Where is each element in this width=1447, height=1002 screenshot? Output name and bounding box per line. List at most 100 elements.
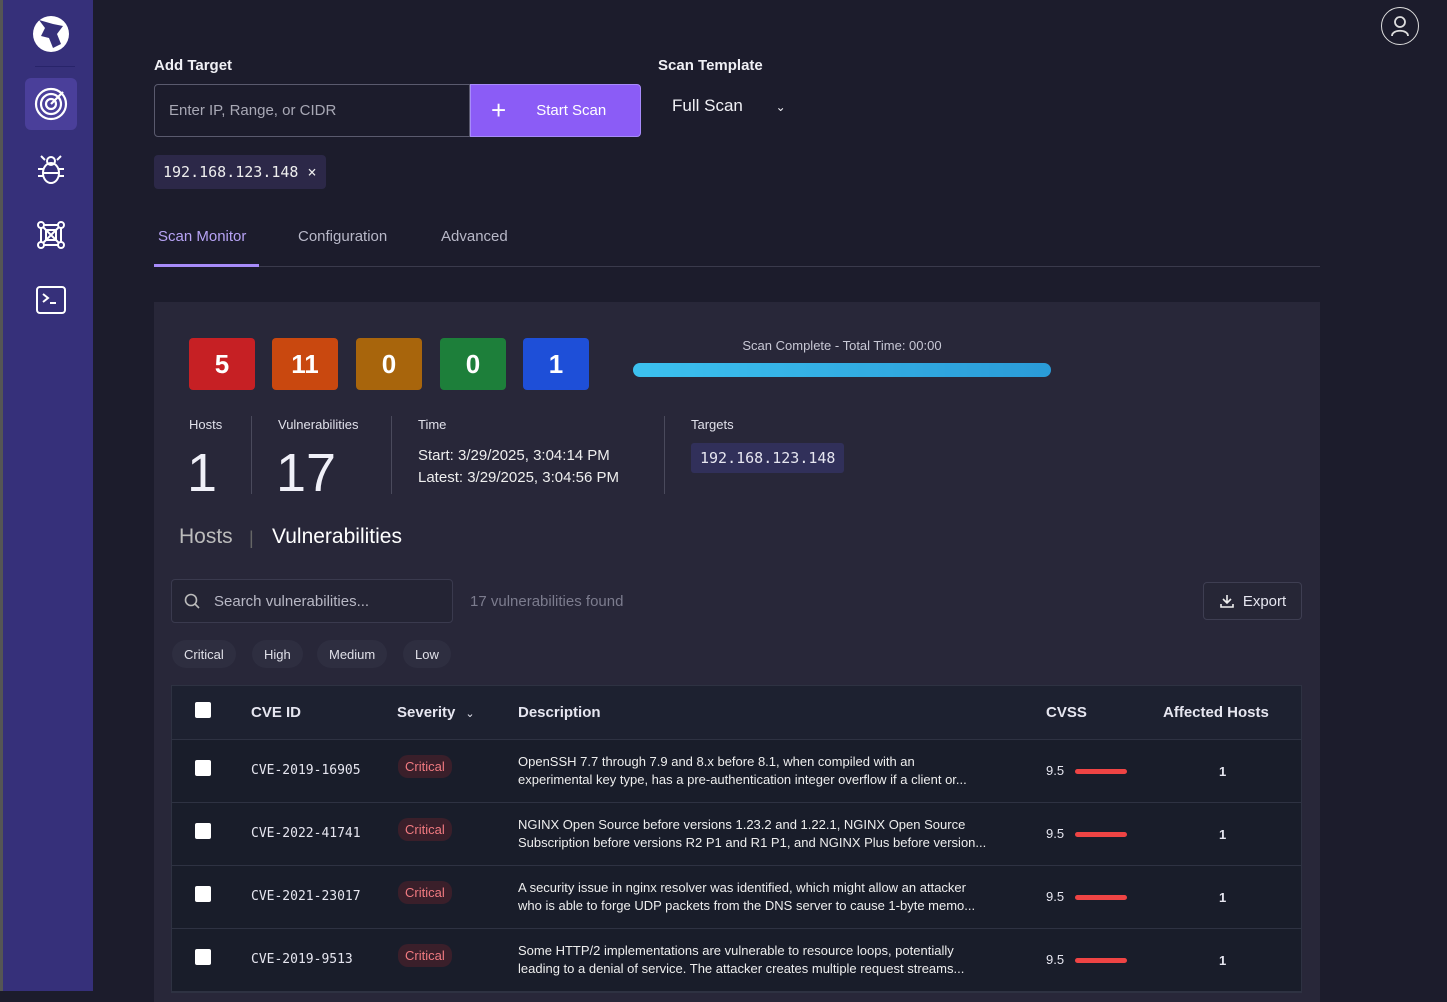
severity-label: Critical (398, 755, 452, 778)
severity-badge: Critical (398, 818, 452, 841)
affected-hosts: 1 (1219, 827, 1227, 842)
cve-id[interactable]: CVE-2019-9513 (251, 952, 353, 967)
description-line: leading to a denial of service. The atta… (518, 961, 965, 976)
start-time: Start: 3/29/2025, 3:04:14 PM (418, 447, 610, 464)
header-severity[interactable]: Severity ⌄ (397, 704, 475, 721)
cvss-score: 9.5 (1046, 889, 1065, 904)
target-chip: 192.168.123.148 (691, 443, 845, 473)
filter-high[interactable]: High (252, 640, 303, 668)
subtab-hosts[interactable]: Hosts (179, 525, 233, 548)
table-row[interactable]: CVE-2019-16905 Critical OpenSSH 7.7 thro… (172, 740, 1301, 803)
tab-scan-monitor[interactable]: Scan Monitor (158, 228, 247, 245)
tab-configuration[interactable]: Configuration (298, 228, 388, 245)
add-target-label: Add Target (154, 57, 233, 74)
filter-medium[interactable]: Medium (317, 640, 388, 668)
description: Some HTTP/2 implementations are vulnerab… (518, 942, 1018, 978)
description: OpenSSH 7.7 through 7.9 and 8.x before 8… (518, 753, 1018, 789)
cvss-bar (1075, 832, 1127, 837)
header-cve-id[interactable]: CVE ID (251, 704, 302, 721)
row-checkbox[interactable] (195, 823, 211, 839)
wolf-logo-icon[interactable] (25, 8, 77, 60)
network-icon[interactable] (25, 209, 77, 261)
vulns-label: Vulnerabilities (278, 417, 359, 432)
row-checkbox[interactable] (195, 760, 211, 776)
description-line: Some HTTP/2 implementations are vulnerab… (518, 943, 954, 958)
start-scan-button[interactable]: + Start Scan (470, 84, 641, 137)
tab-advanced[interactable]: Advanced (441, 228, 508, 245)
table-row[interactable]: CVE-2021-23017 Critical A security issue… (172, 866, 1301, 929)
low-count: 0 (440, 338, 506, 390)
search-placeholder: Search vulnerabilities... (214, 592, 370, 610)
severity-badge: Critical (398, 755, 452, 778)
target-chip-label: 192.168.123.148 (163, 163, 299, 181)
header-cvss[interactable]: CVSS (1046, 704, 1087, 721)
plus-icon: + (491, 95, 507, 125)
tab-bar: Scan Monitor Configuration Advanced (154, 226, 1320, 267)
progress-label: Scan Complete - Total Time: 00:00 (742, 338, 942, 353)
chevron-down-icon: ⌄ (465, 708, 475, 720)
header-description[interactable]: Description (518, 704, 601, 721)
active-tab-indicator (154, 264, 259, 267)
subtab-vulnerabilities[interactable]: Vulnerabilities (272, 525, 402, 548)
description-line: OpenSSH 7.7 through 7.9 and 8.x before 8… (518, 754, 915, 769)
cvss-score: 9.5 (1046, 952, 1065, 967)
description-line: NGINX Open Source before versions 1.23.2… (518, 817, 966, 832)
table-row[interactable]: CVE-2019-9513 Critical Some HTTP/2 imple… (172, 929, 1301, 992)
user-icon[interactable] (1381, 7, 1419, 45)
severity-badge: Critical (398, 881, 452, 904)
row-checkbox[interactable] (195, 949, 211, 965)
divider (251, 416, 252, 494)
hosts-label: Hosts (189, 417, 223, 432)
severity-label: Critical (398, 881, 452, 904)
high-count: 11 (272, 338, 338, 390)
filter-critical[interactable]: Critical (172, 640, 236, 668)
description-line: who is able to forge UDP packets from th… (518, 898, 976, 913)
description-line: Subscription before versions R2 P1 and R… (518, 835, 987, 850)
critical-count: 5 (189, 338, 255, 390)
progress-bar (633, 363, 1051, 377)
terminal-icon[interactable] (25, 274, 77, 326)
radar-icon[interactable] (25, 78, 77, 130)
chevron-down-icon: ⌄ (775, 100, 786, 114)
description: NGINX Open Source before versions 1.23.2… (518, 816, 1018, 852)
cvss-bar (1075, 895, 1127, 900)
close-icon[interactable]: × (307, 163, 317, 181)
select-all-checkbox[interactable] (195, 702, 211, 718)
info-count: 1 (523, 338, 589, 390)
hosts-count: 1 (187, 443, 218, 503)
cvss-score: 9.5 (1046, 763, 1065, 778)
search-input[interactable]: Search vulnerabilities... (171, 579, 453, 623)
scan-template-select[interactable]: Full Scan ⌄ (672, 96, 786, 116)
sidebar (0, 0, 93, 991)
scan-template-value: Full Scan (672, 96, 743, 115)
row-checkbox[interactable] (195, 886, 211, 902)
header-affected-hosts[interactable]: Affected Hosts (1163, 704, 1269, 721)
affected-hosts: 1 (1219, 890, 1227, 905)
export-label: Export (1242, 592, 1287, 610)
description: A security issue in nginx resolver was i… (518, 879, 1018, 915)
cve-id[interactable]: CVE-2019-16905 (251, 763, 361, 778)
affected-hosts: 1 (1219, 953, 1227, 968)
table-row[interactable]: CVE-2022-41741 Critical NGINX Open Sourc… (172, 803, 1301, 866)
scan-monitor-panel: 5 11 0 0 1 Scan Complete - Total Time: 0… (154, 302, 1320, 1002)
cve-id[interactable]: CVE-2021-23017 (251, 889, 361, 904)
bug-icon[interactable] (25, 144, 77, 196)
header-severity-label: Severity (397, 704, 456, 721)
divider (391, 416, 392, 494)
severity-badge: Critical (398, 944, 452, 967)
target-input[interactable] (154, 84, 470, 137)
time-label: Time (418, 417, 447, 432)
search-icon (184, 593, 200, 609)
filter-low[interactable]: Low (403, 640, 451, 668)
export-button[interactable]: Export (1203, 582, 1302, 620)
severity-label: Critical (398, 818, 452, 841)
table-header: CVE ID Severity ⌄ Description CVSS Affect… (172, 686, 1301, 740)
time-values: Start: 3/29/2025, 3:04:14 PM Latest: 3/2… (418, 445, 619, 489)
cvss-bar (1075, 958, 1127, 963)
cve-id[interactable]: CVE-2022-41741 (251, 826, 361, 841)
medium-count: 0 (356, 338, 422, 390)
vulns-count: 17 (276, 443, 337, 503)
divider (664, 416, 665, 494)
results-count: 17 vulnerabilities found (470, 593, 624, 610)
vulnerabilities-table: CVE ID Severity ⌄ Description CVSS Affect… (171, 685, 1302, 993)
